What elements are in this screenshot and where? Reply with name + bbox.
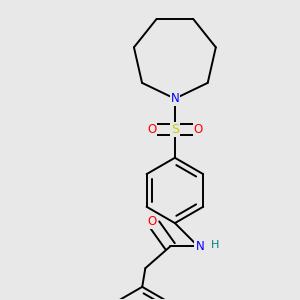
Text: H: H	[211, 240, 220, 250]
Text: O: O	[147, 215, 156, 228]
Text: N: N	[170, 92, 179, 105]
Text: N: N	[195, 240, 204, 253]
Text: O: O	[147, 123, 156, 136]
Text: O: O	[194, 123, 203, 136]
Text: S: S	[171, 123, 179, 136]
